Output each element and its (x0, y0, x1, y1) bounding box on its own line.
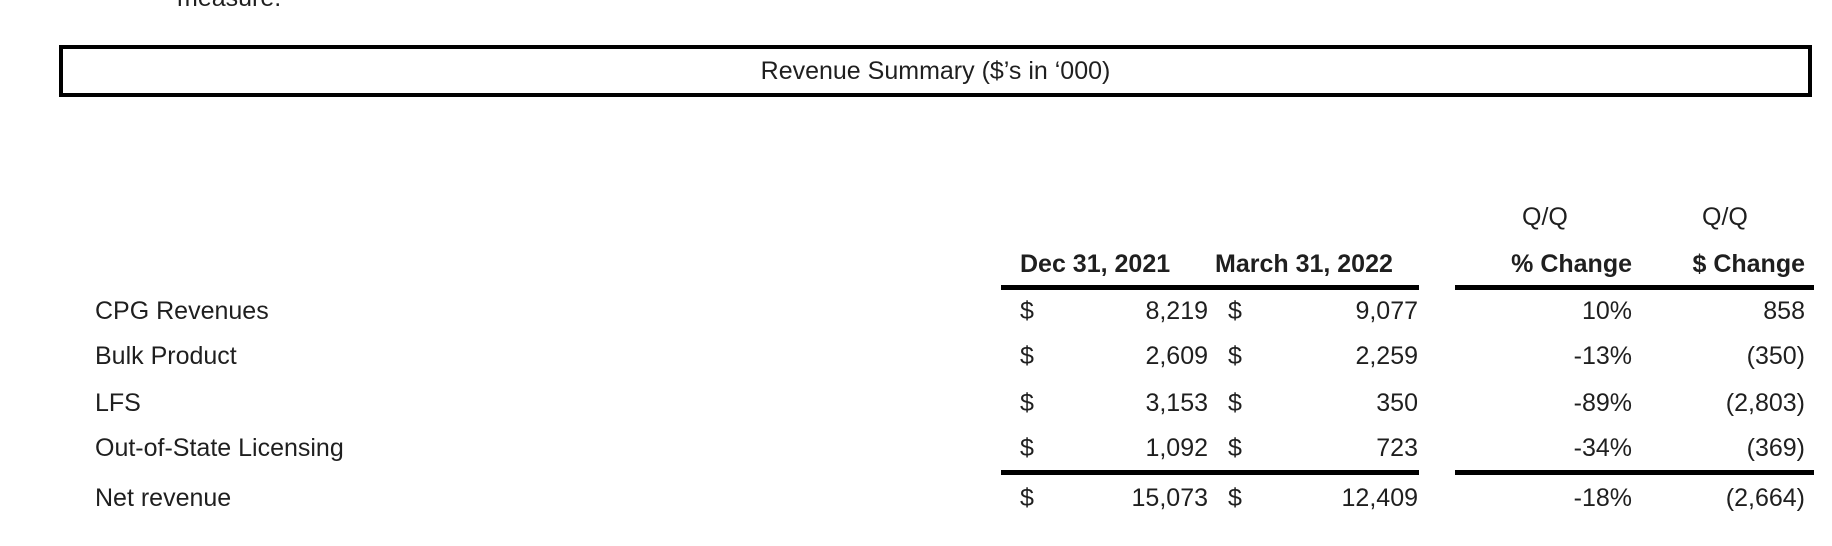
dec-value: 15,073 (1131, 484, 1208, 512)
column-header-pct-change: % Change (1511, 250, 1632, 278)
mar-value: 2,259 (1355, 342, 1418, 370)
dollar-change-value: (369) (1746, 434, 1805, 462)
dec-value: 1,092 (1145, 434, 1208, 462)
group-header-row: Q/Q Q/Q (0, 202, 1832, 232)
header-underline-changes (1455, 285, 1814, 290)
table-row-net-revenue: Net revenue $ 15,073 $ 12,409 -18% (2,66… (0, 483, 1832, 513)
revenue-summary-title: Revenue Summary ($’s in ‘000) (760, 56, 1111, 85)
pct-change-value: -18% (1573, 484, 1632, 512)
currency-symbol: $ (1228, 389, 1242, 417)
currency-symbol: $ (1228, 434, 1242, 462)
mar-value: 350 (1376, 389, 1418, 417)
dollar-change-value: (2,664) (1725, 484, 1805, 512)
pct-change-value: 10% (1581, 297, 1632, 325)
header-underline-dates (1001, 285, 1419, 290)
group-header-qq-pct: Q/Q (1522, 203, 1568, 231)
currency-symbol: $ (1020, 484, 1034, 512)
column-header-dec-31-2021: Dec 31, 2021 (1020, 250, 1171, 278)
row-label: CPG Revenues (95, 297, 269, 325)
dec-value: 3,153 (1145, 389, 1208, 417)
table-row-out-of-state-licensing: Out-of-State Licensing $ 1,092 $ 723 -34… (0, 433, 1832, 463)
dec-value: 2,609 (1145, 342, 1208, 370)
row-label: Bulk Product (95, 342, 237, 370)
dollar-change-value: (2,803) (1725, 389, 1805, 417)
clipped-paragraph-text: measure. (177, 0, 281, 13)
column-header-dollar-change: $ Change (1692, 250, 1805, 278)
currency-symbol: $ (1228, 297, 1242, 325)
dollar-change-value: (350) (1746, 342, 1805, 370)
pct-change-value: -13% (1573, 342, 1632, 370)
total-topline-dates (1001, 470, 1419, 475)
currency-symbol: $ (1228, 484, 1242, 512)
row-label: Out-of-State Licensing (95, 434, 344, 462)
revenue-summary-title-box: Revenue Summary ($’s in ‘000) (59, 45, 1812, 97)
mar-value: 12,409 (1341, 484, 1418, 512)
pct-change-value: -34% (1573, 434, 1632, 462)
mar-value: 723 (1376, 434, 1418, 462)
currency-symbol: $ (1020, 297, 1034, 325)
group-header-qq-dollar: Q/Q (1702, 203, 1748, 231)
dollar-change-value: 858 (1763, 297, 1805, 325)
total-topline-changes (1455, 470, 1814, 475)
table-row-bulk-product: Bulk Product $ 2,609 $ 2,259 -13% (350) (0, 341, 1832, 371)
currency-symbol: $ (1020, 342, 1034, 370)
table-row-lfs: LFS $ 3,153 $ 350 -89% (2,803) (0, 388, 1832, 418)
pct-change-value: -89% (1573, 389, 1632, 417)
currency-symbol: $ (1228, 342, 1242, 370)
dec-value: 8,219 (1145, 297, 1208, 325)
currency-symbol: $ (1020, 434, 1034, 462)
column-header-row: Dec 31, 2021 March 31, 2022 % Change $ C… (0, 249, 1832, 279)
currency-symbol: $ (1020, 389, 1034, 417)
table-row-cpg-revenues: CPG Revenues $ 8,219 $ 9,077 10% 858 (0, 296, 1832, 326)
row-label: LFS (95, 389, 141, 417)
mar-value: 9,077 (1355, 297, 1418, 325)
row-label: Net revenue (95, 484, 232, 512)
column-header-march-31-2022: March 31, 2022 (1215, 250, 1393, 278)
